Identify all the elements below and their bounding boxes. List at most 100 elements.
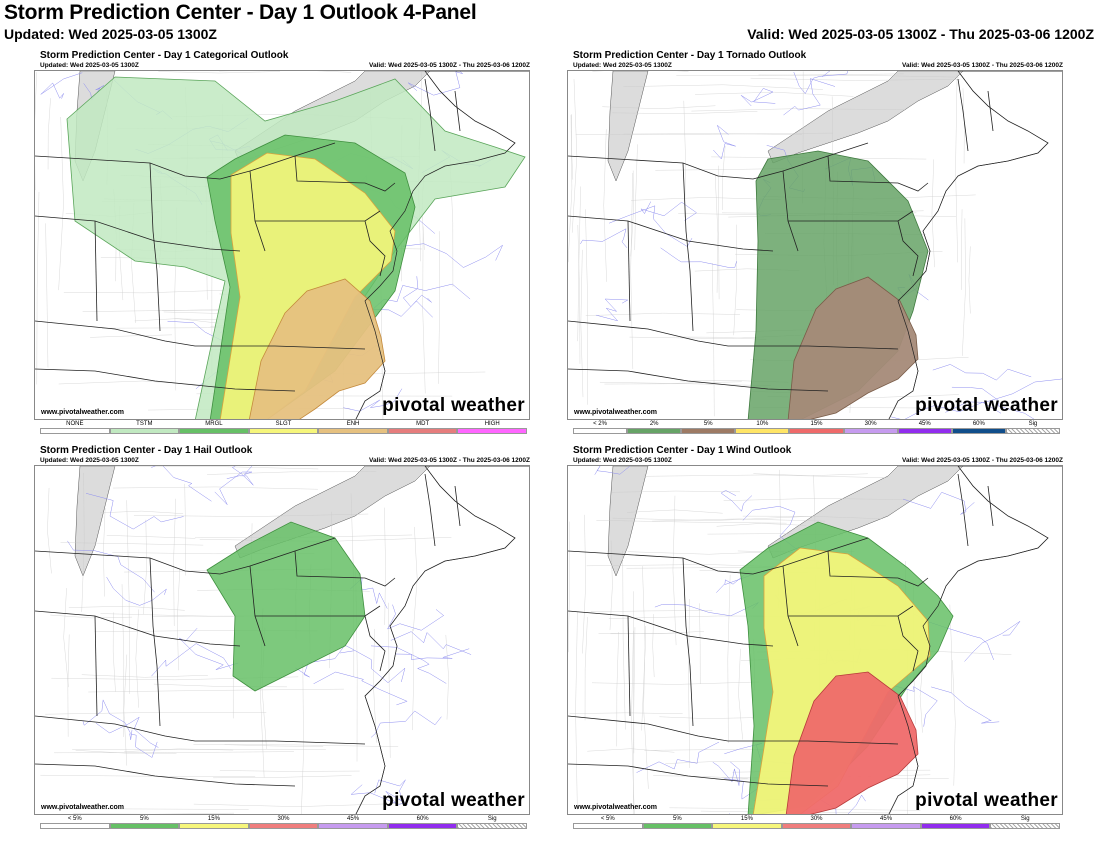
wind-map-svg [568, 466, 1062, 814]
county-line [665, 761, 766, 764]
county-line [968, 246, 971, 314]
state-border [568, 320, 899, 350]
county-line [691, 108, 907, 112]
legend-swatch [642, 823, 713, 829]
highway [395, 648, 470, 660]
legend-label: Sig [1028, 421, 1038, 427]
county-line [590, 610, 713, 612]
panel-title: Storm Prediction Center - Day 1 Hail Out… [40, 445, 253, 456]
county-line [63, 289, 227, 294]
county-line [603, 129, 607, 282]
state-border [568, 763, 829, 787]
state-border [987, 90, 994, 132]
legend-swatch [843, 428, 898, 434]
legend-label: < 5% [67, 816, 82, 822]
county-line [57, 808, 249, 810]
hail-map-svg [35, 466, 529, 814]
coastline [888, 71, 1062, 419]
county-line [63, 588, 69, 688]
county-line [718, 165, 720, 300]
highway [226, 466, 254, 486]
county-line [90, 334, 172, 338]
legend-label: 30% [810, 816, 823, 822]
legend-swatch [179, 823, 249, 829]
county-line [124, 748, 234, 752]
county-line [47, 487, 52, 574]
county-line [177, 569, 180, 671]
state-border [35, 763, 296, 787]
county-line [585, 312, 740, 316]
county-line [45, 712, 267, 715]
county-line [630, 170, 634, 257]
county-line [219, 770, 360, 772]
county-line [373, 628, 377, 743]
county-line [73, 812, 234, 814]
panel-updated: Updated: Wed 2025-03-05 1300Z [40, 62, 139, 69]
panel-title: Storm Prediction Center - Day 1 Wind Out… [573, 445, 792, 456]
map-overlay [568, 71, 1062, 419]
highway [95, 716, 159, 748]
legend-label: 60% [949, 816, 962, 822]
legend-label: MDT [416, 421, 430, 427]
map-overlay [35, 71, 529, 419]
highway [374, 779, 406, 806]
county-line [112, 612, 116, 692]
county-line [58, 117, 64, 291]
state-border [627, 220, 631, 322]
county-line [623, 84, 823, 90]
county-line [58, 380, 227, 387]
legend: < 2% 2% 5% 10% 15% 30% 45% 60% Sig [573, 421, 1060, 437]
legend: < 5% 5% 15% 30% 45% 60% Sig [573, 816, 1060, 832]
legend-swatch [318, 823, 388, 829]
legend-label: 30% [277, 816, 290, 822]
legend-swatch [851, 823, 921, 829]
county-line [135, 609, 139, 708]
state-border [987, 485, 994, 527]
highway [729, 813, 730, 814]
legend-swatch [457, 428, 527, 434]
highway [67, 540, 155, 593]
state-border [568, 215, 774, 252]
brand-logo: pivotal weather [382, 790, 525, 811]
state-border [827, 155, 929, 192]
county-line [143, 519, 147, 615]
legend-swatch [789, 428, 844, 434]
panel-valid: Valid: Wed 2025-03-05 1300Z - Thu 2025-0… [368, 457, 530, 464]
county-line [714, 174, 719, 293]
legend: < 5% 5% 15% 30% 45% 60% Sig [40, 816, 527, 832]
highway [580, 228, 628, 248]
legend-swatch [990, 823, 1060, 829]
legend-label: TSTM [136, 421, 153, 427]
highway [891, 402, 1002, 419]
categorical-outlook-map: www.pivotalweather.com pivotal weather [34, 70, 530, 420]
site-url: www.pivotalweather.com [574, 409, 657, 416]
highway [945, 378, 1062, 413]
brand-logo: pivotal weather [915, 395, 1058, 416]
highway [339, 650, 406, 684]
state-border [149, 557, 161, 727]
county-line [103, 508, 106, 597]
highway [931, 686, 1000, 724]
county-line [184, 483, 186, 576]
legend-label: 5% [703, 421, 713, 427]
county-line [67, 634, 70, 737]
coastline [355, 71, 529, 419]
highway [964, 621, 1021, 662]
state-border [424, 473, 436, 547]
legend-label: ENH [346, 421, 360, 427]
tornado-outlook-map: www.pivotalweather.com pivotal weather [567, 70, 1063, 420]
highway [106, 576, 167, 606]
county-line [623, 133, 802, 135]
highway [594, 466, 631, 475]
county-line [962, 88, 965, 164]
wind-outlook-map: www.pivotalweather.com pivotal weather [567, 465, 1063, 815]
county-line [572, 79, 578, 233]
county-line [213, 775, 352, 779]
legend-label: 15% [810, 421, 823, 427]
lake [74, 466, 116, 577]
county-line [103, 466, 319, 470]
panel-valid: Valid: Wed 2025-03-05 1300Z - Thu 2025-0… [368, 62, 530, 69]
highway [783, 78, 836, 116]
highway [179, 627, 239, 670]
county-line [568, 521, 570, 653]
